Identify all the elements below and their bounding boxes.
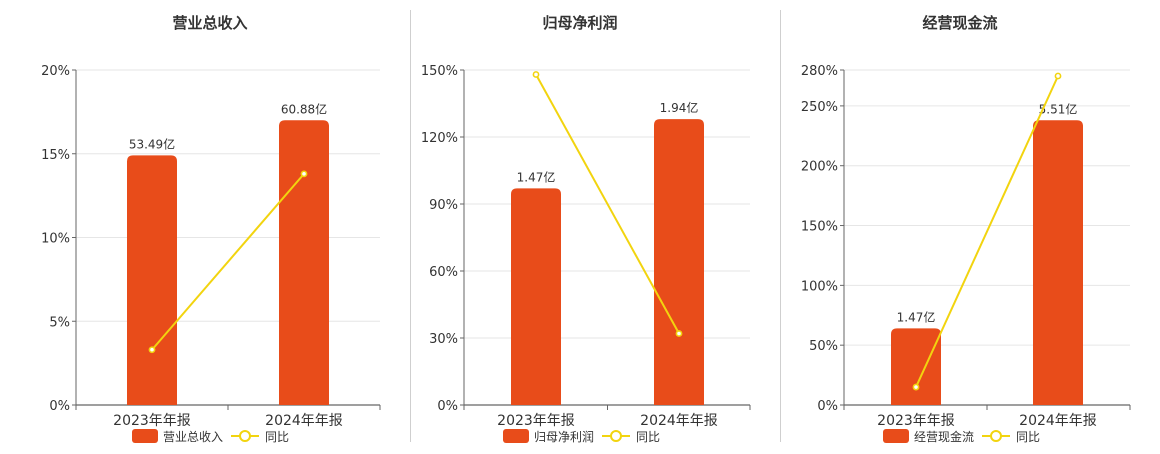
bar-data-label: 1.47亿 [517,169,556,184]
x-tick-label: 2024年年报 [1019,413,1097,429]
bar-data-label: 1.47亿 [897,309,936,324]
y-tick-label: 150% [421,64,458,79]
bar [279,120,329,405]
legend-line-marker [990,430,1002,442]
x-tick-label: 2024年年报 [265,413,343,429]
y-tick-label: 0% [817,399,838,414]
bar [1033,120,1083,405]
legend-line-marker [610,430,622,442]
y-tick-label: 30% [429,332,458,347]
legend-line-label: 同比 [265,430,289,444]
bar-data-label: 1.94亿 [660,100,699,115]
bar-data-label: 5.51亿 [1039,101,1078,116]
x-tick-label: 2024年年报 [640,413,718,429]
legend-bar-label: 经营现金流 [914,429,974,444]
legend-bar-label: 归母净利润 [534,430,594,444]
y-tick-label: 5% [49,315,70,330]
y-tick-label: 250% [801,100,838,115]
y-tick-label: 100% [801,279,838,294]
legend-line-marker [239,430,251,442]
y-tick-label: 0% [437,399,458,414]
chart-title: 归母净利润 [542,14,617,32]
chart-title: 营业总收入 [172,14,247,32]
legend-bar-swatch [883,429,909,443]
bar [891,328,941,405]
line-point [675,330,683,337]
y-tick-label: 200% [801,160,838,175]
y-tick-label: 150% [801,220,838,235]
y-tick-label: 20% [41,64,70,79]
line-point [300,170,308,178]
line-series [915,75,1059,388]
line-series [151,173,305,351]
x-tick-label: 2023年年报 [877,413,955,429]
y-tick-label: 15% [41,148,70,163]
chart-title: 经营现金流 [922,14,997,32]
y-tick-label: 280% [801,64,838,79]
bar [654,119,704,405]
legend-bar-swatch [132,429,158,443]
bar-data-label: 53.49亿 [129,136,175,151]
bar [511,188,561,405]
panel-divider [410,10,411,442]
line-point [912,383,920,391]
y-tick-label: 60% [429,265,458,280]
legend-line-label: 同比 [636,430,660,444]
y-tick-label: 50% [809,339,838,354]
x-tick-label: 2023年年报 [113,413,191,429]
legend-bar-swatch [503,429,529,443]
bar-data-label: 60.88亿 [281,101,327,116]
legend-bar-label: 营业总收入 [163,430,223,444]
y-tick-label: 90% [429,198,458,213]
y-tick-label: 0% [49,399,70,414]
line-point [1054,72,1062,80]
line-point [532,71,540,78]
x-tick-label: 2023年年报 [497,413,575,429]
legend-line-label: 同比 [1016,430,1040,444]
line-point [148,346,156,354]
line-series [535,73,680,335]
y-tick-label: 10% [41,232,70,247]
y-tick-label: 120% [421,131,458,146]
bar [127,155,177,405]
panel-divider [780,10,781,442]
